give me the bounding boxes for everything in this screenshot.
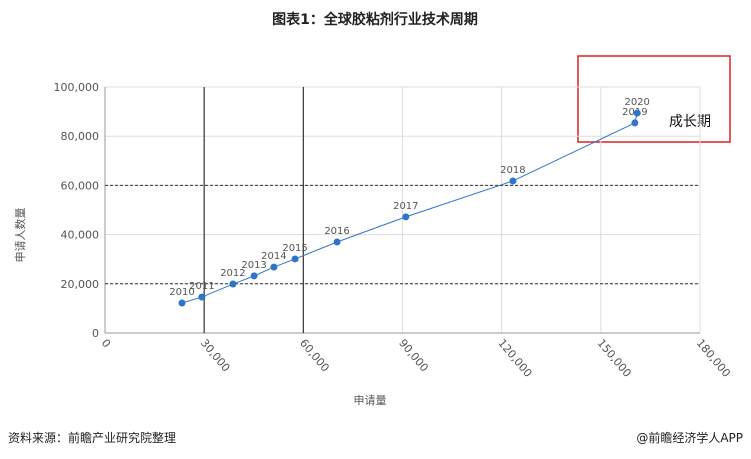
point-label: 2014 (261, 251, 286, 262)
point-label: 2016 (324, 226, 349, 237)
y-tick-label: 0 (92, 327, 99, 340)
point (633, 109, 641, 117)
y-tick-label: 80,000 (61, 130, 100, 143)
x-tick-label: 180,000 (694, 337, 733, 380)
point-label: 2012 (220, 268, 245, 279)
x-tick-label: 30,000 (198, 337, 233, 375)
x-axis-label: 申请量 (354, 394, 387, 407)
chart-title: 图表1：全球胶粘剂行业技术周期 (272, 11, 478, 28)
point (509, 177, 517, 185)
point-label: 2017 (393, 201, 418, 212)
point (631, 119, 639, 127)
x-tick-label: 60,000 (297, 337, 332, 375)
y-tick-label: 20,000 (61, 278, 100, 291)
point-label: 2018 (500, 165, 525, 176)
point (178, 299, 186, 307)
point (291, 255, 299, 263)
point (270, 263, 278, 271)
annotation-box (577, 55, 731, 143)
point (333, 238, 341, 246)
annotation: 成长期 (669, 114, 711, 130)
x-tick-label: 90,000 (396, 337, 431, 375)
y-tick-label: 100,000 (54, 81, 100, 94)
point (402, 213, 410, 221)
point-label: 2010 (169, 287, 194, 298)
point-label: 2020 (624, 97, 649, 108)
point-label: 2013 (241, 260, 266, 271)
source: 资料来源：前瞻产业研究院整理 (8, 430, 176, 445)
brand: @前瞻经济学人APP (636, 430, 743, 445)
x-tick-label: 120,000 (495, 337, 534, 380)
x-tick-label: 0 (99, 337, 113, 351)
point-label: 2015 (282, 243, 307, 254)
point-label: 2011 (189, 281, 214, 292)
y-tick-label: 40,000 (61, 229, 100, 242)
y-tick-label: 60,000 (61, 179, 100, 192)
point (250, 272, 258, 280)
x-tick-label: 150,000 (595, 337, 634, 380)
y-axis-label: 申请人数量 (14, 208, 27, 263)
point (198, 293, 206, 301)
point (229, 280, 237, 288)
